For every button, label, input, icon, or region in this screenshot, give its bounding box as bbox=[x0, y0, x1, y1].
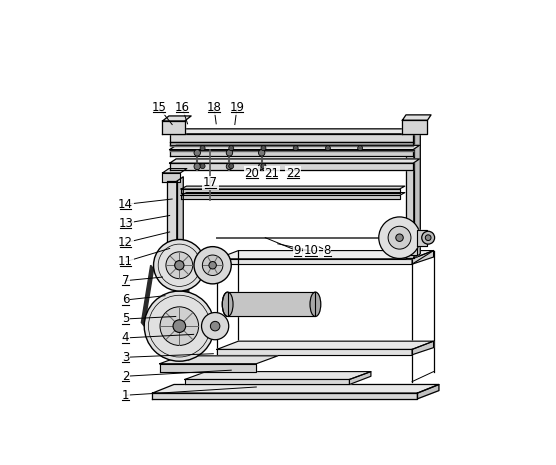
Text: 8: 8 bbox=[324, 245, 331, 258]
Polygon shape bbox=[170, 142, 413, 145]
Circle shape bbox=[259, 150, 265, 156]
Text: 20: 20 bbox=[245, 167, 260, 180]
Polygon shape bbox=[217, 341, 434, 349]
Text: 21: 21 bbox=[264, 167, 279, 180]
Circle shape bbox=[358, 146, 363, 151]
Circle shape bbox=[293, 146, 298, 151]
Text: 9: 9 bbox=[294, 245, 301, 258]
Polygon shape bbox=[170, 134, 413, 142]
Circle shape bbox=[200, 164, 205, 169]
Ellipse shape bbox=[310, 292, 321, 317]
Circle shape bbox=[229, 164, 234, 169]
Circle shape bbox=[202, 255, 223, 275]
Text: 10: 10 bbox=[304, 245, 319, 258]
Polygon shape bbox=[217, 251, 434, 259]
Polygon shape bbox=[181, 189, 400, 193]
Circle shape bbox=[259, 163, 265, 170]
Circle shape bbox=[229, 146, 234, 151]
Circle shape bbox=[379, 217, 420, 259]
Polygon shape bbox=[152, 393, 418, 399]
Circle shape bbox=[194, 246, 231, 284]
Polygon shape bbox=[406, 134, 414, 258]
Polygon shape bbox=[170, 159, 420, 163]
Circle shape bbox=[325, 146, 330, 151]
Text: 16: 16 bbox=[175, 101, 190, 114]
Polygon shape bbox=[160, 364, 256, 372]
Polygon shape bbox=[170, 129, 420, 134]
Polygon shape bbox=[185, 372, 371, 379]
Text: 6: 6 bbox=[122, 293, 130, 306]
Polygon shape bbox=[227, 292, 315, 317]
Polygon shape bbox=[349, 372, 371, 385]
Polygon shape bbox=[170, 163, 413, 170]
Polygon shape bbox=[416, 230, 427, 246]
Polygon shape bbox=[177, 177, 183, 258]
Polygon shape bbox=[403, 115, 431, 120]
Polygon shape bbox=[152, 385, 439, 393]
Polygon shape bbox=[217, 349, 412, 355]
Polygon shape bbox=[406, 229, 418, 254]
Polygon shape bbox=[194, 262, 205, 269]
Text: 3: 3 bbox=[122, 351, 130, 364]
Text: 5: 5 bbox=[122, 312, 130, 326]
Polygon shape bbox=[412, 251, 434, 264]
Polygon shape bbox=[186, 287, 191, 360]
Circle shape bbox=[166, 252, 193, 279]
Text: 15: 15 bbox=[151, 101, 166, 114]
Circle shape bbox=[160, 307, 198, 345]
Polygon shape bbox=[414, 129, 420, 258]
Text: 14: 14 bbox=[118, 198, 133, 211]
Text: 17: 17 bbox=[203, 176, 218, 189]
Circle shape bbox=[396, 234, 403, 241]
Polygon shape bbox=[162, 173, 180, 182]
Text: 19: 19 bbox=[230, 101, 245, 114]
Polygon shape bbox=[170, 146, 420, 150]
Polygon shape bbox=[170, 150, 413, 156]
Text: 4: 4 bbox=[122, 332, 130, 345]
Circle shape bbox=[200, 146, 205, 151]
Polygon shape bbox=[162, 121, 185, 134]
Text: 1: 1 bbox=[122, 389, 130, 402]
Circle shape bbox=[210, 321, 220, 331]
Text: 2: 2 bbox=[122, 370, 130, 383]
Circle shape bbox=[261, 146, 266, 151]
Ellipse shape bbox=[222, 292, 233, 317]
Polygon shape bbox=[160, 356, 278, 364]
Circle shape bbox=[421, 231, 435, 244]
Circle shape bbox=[201, 312, 229, 340]
Circle shape bbox=[153, 239, 205, 291]
Circle shape bbox=[194, 150, 201, 156]
Polygon shape bbox=[181, 195, 400, 199]
Polygon shape bbox=[412, 341, 434, 355]
Polygon shape bbox=[162, 116, 191, 121]
Circle shape bbox=[388, 226, 411, 249]
Circle shape bbox=[175, 260, 184, 270]
Polygon shape bbox=[162, 169, 187, 173]
Circle shape bbox=[261, 164, 266, 169]
Polygon shape bbox=[418, 385, 439, 399]
Text: 13: 13 bbox=[118, 217, 133, 230]
Circle shape bbox=[226, 150, 232, 156]
Circle shape bbox=[209, 261, 216, 269]
Circle shape bbox=[173, 320, 186, 332]
Polygon shape bbox=[217, 259, 412, 264]
Text: 7: 7 bbox=[122, 274, 130, 287]
Circle shape bbox=[194, 163, 201, 170]
Polygon shape bbox=[403, 120, 428, 134]
Circle shape bbox=[144, 291, 215, 361]
Circle shape bbox=[425, 235, 431, 240]
Polygon shape bbox=[185, 379, 349, 385]
Text: 18: 18 bbox=[207, 101, 221, 114]
Circle shape bbox=[226, 163, 232, 170]
Polygon shape bbox=[141, 265, 153, 326]
Text: 11: 11 bbox=[118, 255, 133, 268]
Text: 12: 12 bbox=[118, 236, 133, 249]
Polygon shape bbox=[167, 181, 177, 258]
Polygon shape bbox=[181, 193, 405, 195]
Text: 22: 22 bbox=[286, 167, 301, 180]
Polygon shape bbox=[181, 186, 405, 189]
